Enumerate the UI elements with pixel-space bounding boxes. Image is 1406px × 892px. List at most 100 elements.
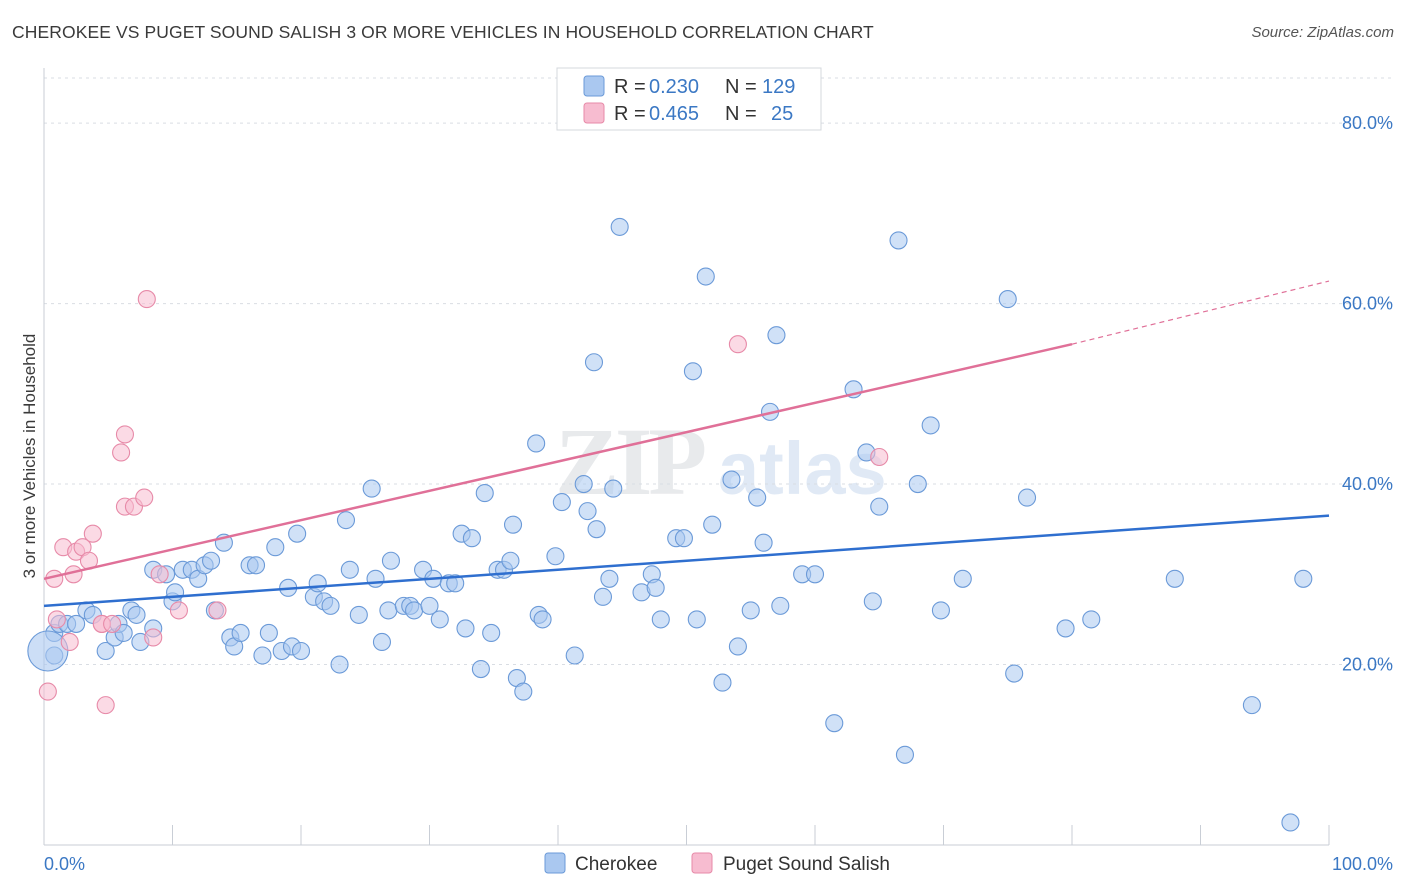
watermark: ZIP atlas	[555, 408, 887, 515]
y-tick-label: 80.0%	[1342, 113, 1393, 133]
salish-point	[115, 425, 135, 444]
salish-point	[103, 614, 122, 633]
cherokee-point	[741, 601, 760, 620]
chart-title: CHEROKEE VS PUGET SOUND SALISH 3 OR MORE…	[12, 22, 874, 42]
cherokee-point	[420, 596, 439, 615]
cherokee-point	[1281, 813, 1300, 832]
cherokee-point	[127, 605, 146, 624]
salish-points	[38, 290, 889, 715]
cherokee-point	[825, 714, 844, 733]
cherokee-point	[728, 637, 747, 656]
bottom-legend-swatch-cherokee	[544, 852, 566, 874]
cherokee-point	[259, 623, 278, 642]
cherokee-point	[908, 475, 927, 494]
cherokee-point	[696, 267, 715, 286]
cherokee-point	[703, 515, 722, 534]
cherokee-point	[1165, 569, 1184, 588]
cherokee-point	[321, 596, 340, 615]
salish-point	[38, 682, 57, 701]
bottom-legend: Cherokee Puget Sound Salish	[544, 852, 890, 875]
cherokee-point	[291, 641, 311, 661]
cherokee-point	[767, 326, 786, 345]
bottom-legend-label-salish: Puget Sound Salish	[723, 854, 890, 875]
cherokee-point	[713, 673, 732, 692]
cherokee-point	[266, 538, 285, 557]
cherokee-point	[863, 592, 882, 611]
salish-point	[47, 610, 66, 629]
trendlines	[43, 280, 1330, 608]
cherokee-point	[771, 596, 790, 615]
cherokee-points	[27, 217, 1313, 832]
cherokee-point	[340, 560, 359, 579]
cherokee-point	[953, 569, 972, 588]
cherokee-point	[202, 551, 221, 570]
y-tick-label: 60.0%	[1342, 294, 1393, 314]
cherokee-point	[1056, 619, 1075, 638]
cherokee-point	[372, 632, 392, 652]
cherokee-point	[1242, 696, 1261, 715]
cherokee-point	[288, 524, 307, 543]
gridlines	[44, 77, 1393, 666]
cherokee-point	[246, 556, 266, 575]
legend-n-label-salish: N =	[725, 103, 757, 125]
cherokee-point	[921, 416, 940, 435]
x-axis-ticks	[43, 825, 1330, 845]
cherokee-point	[651, 610, 670, 629]
salish-point	[208, 601, 227, 620]
y-axis-title: 3 or more Vehicles in Household	[20, 334, 39, 579]
watermark-atlas: atlas	[718, 427, 887, 510]
cherokee-point	[405, 601, 424, 620]
legend-swatch-salish	[583, 102, 605, 124]
cherokee-point	[462, 529, 481, 548]
cherokee-point	[482, 623, 501, 642]
legend-r-value-cherokee: 0.230	[649, 76, 699, 98]
cherokee-point	[67, 614, 86, 633]
cherokee-point	[362, 479, 381, 498]
salish-point	[150, 565, 169, 584]
cherokee-point	[381, 551, 401, 570]
top-legend: R = 0.230 N = 129 R = 0.465 N = 25	[556, 67, 822, 131]
cherokee-point	[1005, 664, 1024, 683]
legend-r-label-cherokee: R =	[614, 76, 646, 98]
cherokee-point	[430, 610, 449, 629]
cherokee-point	[308, 574, 327, 593]
cherokee-point	[96, 641, 115, 661]
x-tick-label-max: 100.0%	[1332, 854, 1393, 874]
cherokee-point	[683, 362, 702, 381]
y-tick-label: 20.0%	[1342, 655, 1393, 675]
y-axis-tick-labels: 20.0% 40.0% 60.0% 80.0%	[1342, 113, 1393, 674]
cherokee-point	[552, 493, 571, 512]
cherokee-point	[870, 497, 889, 516]
cherokee-trendline	[43, 514, 1330, 608]
cherokee-point	[600, 569, 619, 588]
salish-point	[60, 632, 79, 652]
cherokee-point	[687, 610, 706, 629]
cherokee-point	[330, 655, 349, 674]
cherokee-point	[349, 605, 368, 624]
cherokee-point	[646, 578, 665, 597]
cherokee-point	[475, 484, 494, 503]
cherokee-point	[456, 619, 475, 638]
bottom-legend-label-cherokee: Cherokee	[575, 854, 657, 875]
salish-point	[112, 443, 131, 462]
salish-point	[96, 696, 115, 715]
cherokee-point	[604, 479, 623, 498]
cherokee-point	[253, 646, 272, 665]
chart-source: Source: ZipAtlas.com	[1251, 24, 1394, 41]
cherokee-point	[1082, 610, 1101, 629]
cherokee-point	[587, 520, 606, 539]
legend-n-label-cherokee: N =	[725, 76, 757, 98]
cherokee-point	[366, 569, 385, 588]
cherokee-point	[674, 529, 693, 548]
x-tick-label-min: 0.0%	[44, 854, 85, 874]
legend-r-label-salish: R =	[614, 103, 646, 125]
cherokee-point	[748, 488, 767, 507]
cherokee-point	[336, 511, 356, 530]
cherokee-point	[931, 601, 950, 620]
cherokee-point	[527, 434, 546, 453]
bottom-legend-swatch-salish	[691, 852, 713, 874]
cherokee-point	[231, 623, 250, 642]
legend-n-value-cherokee: 129	[762, 76, 795, 98]
cherokee-point	[895, 745, 915, 764]
